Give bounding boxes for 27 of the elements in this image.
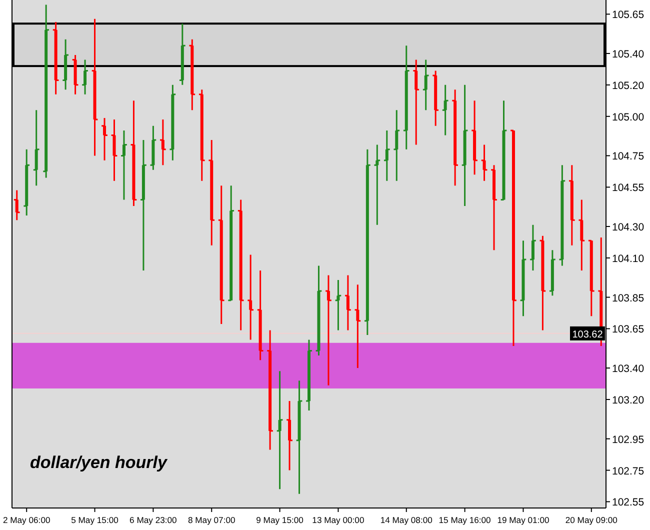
y-tick-label: 105.00 [612,111,644,124]
x-tick-label: 9 May 15:00 [256,515,304,525]
y-tick-label: 104.30 [612,221,644,234]
x-tick-label: 6 May 23:00 [130,515,178,525]
y-tick-label: 102.95 [612,434,644,446]
annotation: dollar/yen hourly [30,453,169,472]
y-tick-label: 105.65 [612,9,644,22]
x-tick-label: 5 May 15:00 [71,515,119,525]
ref-line-label: 103.62 [572,329,604,340]
y-tick-label: 103.20 [612,394,644,406]
y-tick-label: 103.85 [612,292,644,304]
x-tick-label: 2 May 06:00 [2,515,50,525]
x-tick-label: 20 May 09:00 [565,515,618,525]
y-tick-label: 105.20 [612,80,644,92]
x-tick-label: 14 May 08:00 [380,515,433,525]
y-tick-label: 102.55 [612,496,644,509]
y-tick-label: 105.40 [612,48,644,60]
x-tick-label: 15 May 16:00 [438,515,492,525]
y-tick-label: 104.10 [612,252,644,265]
x-tick-label: 13 May 00:00 [312,515,364,525]
y-tick-label: 104.75 [612,150,644,163]
y-tick-label: 102.75 [612,465,644,478]
y-tick-label: 104.55 [612,182,644,194]
x-tick-label: 8 May 07:00 [188,515,236,525]
y-tick-label: 103.40 [612,363,644,376]
x-tick-label: 19 May 01:00 [497,515,550,525]
y-tick-label: 103.65 [612,324,644,336]
